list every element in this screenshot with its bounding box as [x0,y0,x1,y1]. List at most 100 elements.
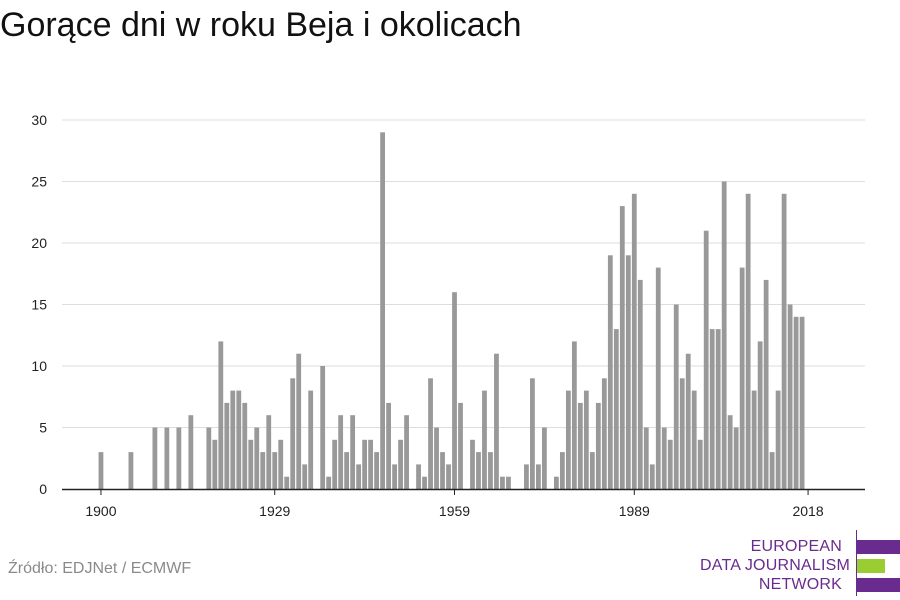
bar [536,464,541,489]
bar [506,476,511,489]
bar [380,132,385,490]
bar [242,402,248,489]
bar [428,378,433,489]
bar [302,464,308,489]
bar [727,415,733,489]
bar [679,378,685,489]
bar [470,439,475,489]
x-tick-label: 1959 [439,503,470,519]
logo-line-1: EUROPEAN [750,538,842,555]
bar [607,255,613,489]
bar [488,452,493,489]
bar [260,452,266,489]
bar [775,390,781,489]
x-tick-label: 1929 [259,503,290,519]
bar [631,193,637,490]
bar [685,353,691,489]
bar [530,378,535,489]
bar [278,439,284,489]
bar [254,427,260,489]
bar [326,476,332,489]
bar [152,427,158,489]
bar [769,452,775,489]
bar [781,193,787,490]
bar [751,390,757,489]
bar [565,390,571,489]
bar [290,378,296,489]
bar [356,464,362,489]
logo-line-3: NETWORK [758,576,842,593]
y-tick-label: 15 [31,297,47,313]
bar [703,230,709,489]
logo-bar-2 [857,559,885,573]
bar [583,390,589,489]
y-tick-label: 5 [39,420,47,436]
y-tick-label: 0 [39,481,47,497]
bar [206,427,212,489]
bar [446,464,451,489]
bar [619,206,625,489]
bar [763,279,769,489]
grid-lines [62,119,865,428]
bar [272,452,278,489]
bar [416,464,421,489]
bar [308,390,314,489]
logo-separator [856,530,857,596]
bar [661,427,667,489]
bar [553,476,559,489]
bar [266,415,272,489]
bar [691,390,697,489]
bar [176,427,182,489]
bar [398,439,403,489]
edjnet-logo: EUROPEAN DATA JOURNALISM NETWORK [700,530,900,596]
bar [230,390,236,489]
bar [625,255,631,489]
bar [733,427,739,489]
logo-bar-1 [857,540,900,554]
bar [458,402,463,489]
bar [721,181,727,489]
y-axis-ticks: 0 5 10 15 20 25 30 [31,112,47,497]
bar [799,316,805,489]
bar [434,427,439,489]
y-tick-label: 20 [31,235,47,251]
bar [284,476,290,489]
bar [332,439,338,489]
bar [649,464,655,489]
bar [236,390,242,489]
bar [392,464,397,489]
logo-line-2: DATA JOURNALISM [700,557,850,574]
bar [500,476,505,489]
bar [224,402,230,489]
chart-title: Gorące dni w roku Beja i okolicach [0,6,522,44]
bar [422,476,427,489]
bar [212,439,218,489]
bar [757,341,763,489]
bar [745,193,751,490]
bar [128,452,134,489]
x-axis-ticks: 1900 1929 1959 1989 2018 [85,489,824,519]
bar [296,353,302,489]
bar [637,279,643,489]
x-tick-label: 2018 [792,503,823,519]
logo-bar-3 [857,578,900,592]
bar [542,427,547,489]
bar [386,402,391,489]
y-tick-label: 10 [31,358,47,374]
bar [98,452,104,489]
bar [559,452,565,489]
bar [440,452,445,489]
bar [667,439,673,489]
bar [697,439,703,489]
bar [524,464,529,489]
y-tick-label: 30 [31,112,47,128]
bar [164,427,170,489]
bar [362,439,368,489]
bar [601,378,607,489]
bar [338,415,344,489]
bar [374,452,380,489]
bar [577,402,583,489]
x-tick-label: 1900 [85,503,116,519]
x-tick-label: 1989 [619,503,650,519]
